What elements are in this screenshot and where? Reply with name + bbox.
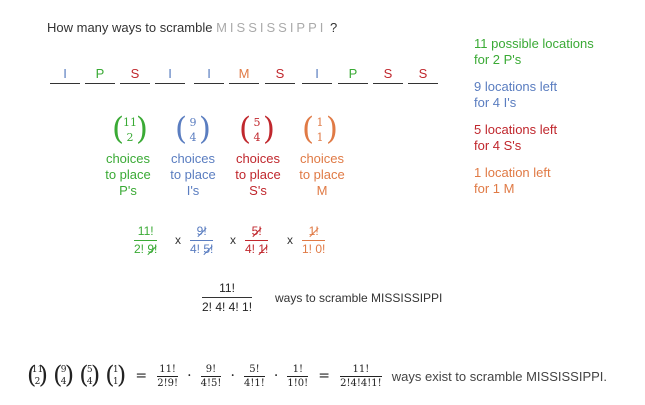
caption-s: choices to place S's — [235, 151, 281, 198]
result-fraction: 11! 2! 4! 4! 1! — [202, 281, 253, 314]
slot-letter: I — [315, 66, 319, 81]
equation-binomial: () 9 4 — [53, 361, 75, 389]
slot-letter: M — [238, 66, 250, 81]
binomial-n: 9 — [189, 116, 197, 129]
equals-sign: = — [135, 368, 148, 384]
summary-equation: () 11 2 () 9 4 () 5 4 () 1 1 = 11! 2!9! · 9! 4!5! … — [27, 361, 608, 392]
equation-fraction: 1! 1!0! — [287, 363, 309, 389]
letter-slot: M — [229, 66, 259, 84]
equation-fraction: 9! 4!5! — [200, 363, 222, 389]
question-prefix: How many ways to scramble — [47, 20, 213, 35]
binomial-k: 4 — [189, 131, 197, 144]
slot-letter: S — [275, 66, 285, 81]
slot-letter: I — [207, 66, 211, 81]
cancelled-factor: 9! — [147, 242, 158, 256]
binomial-k: 2 — [126, 131, 134, 144]
cancelled-factor: 9! — [196, 224, 207, 238]
caption-p: choices to place P's — [105, 151, 151, 198]
letter-slot: I — [50, 66, 80, 84]
note-p-locations: 11 possible locations for 2 P's — [474, 36, 594, 67]
binomial-n: 5 — [253, 116, 261, 129]
result-numerator: 11! — [219, 281, 235, 295]
equation-text: ways exist to scramble MISSISSIPPI. — [391, 368, 608, 384]
binomial-k: 1 — [316, 131, 324, 144]
cancelled-factor: 1! — [308, 224, 319, 238]
times-sign: x — [230, 233, 236, 247]
letter-slot: S — [408, 66, 438, 84]
question-suffix: ? — [330, 20, 338, 35]
letter-slot: I — [194, 66, 224, 84]
fraction-i: 9! 4! 5! — [190, 224, 214, 257]
slot-letter: P — [95, 66, 105, 81]
fraction-s: 5! 4! 1! — [245, 224, 269, 257]
dot-operator: · — [230, 368, 235, 384]
equation-binomial: () 1 1 — [105, 361, 127, 389]
equation-binomial: () 5 4 — [79, 361, 101, 389]
times-sign: x — [175, 233, 181, 247]
cancelled-factor: 5! — [203, 242, 214, 256]
note-s-locations: 5 locations left for 4 S's — [474, 122, 558, 153]
fraction-p: 11! 2! 9! — [134, 224, 158, 257]
equation-final-fraction: 11! 2!4!4!1! — [340, 363, 382, 389]
binomial-p: () 11 2 — [112, 111, 148, 147]
slot-letter: I — [63, 66, 67, 81]
cancelled-factor: 1! — [258, 242, 269, 256]
caption-i: choices to place I's — [170, 151, 216, 198]
fraction-denominator: 4! — [190, 242, 204, 256]
equation-fraction: 11! 2!9! — [157, 363, 178, 389]
fraction-numerator: 11! — [137, 224, 154, 238]
equation-fraction: 5! 4!1! — [244, 363, 265, 389]
dot-operator: · — [273, 368, 279, 384]
equation-binomial: () 11 2 — [27, 361, 48, 389]
fraction-denominator: 1! 0! — [302, 242, 326, 256]
binomial-k: 4 — [253, 131, 261, 144]
binomial-m: () 1 1 — [302, 111, 338, 147]
slot-letter: S — [418, 66, 428, 81]
fraction-denominator: 2! — [134, 242, 148, 256]
fraction-m: 1! 1! 0! — [302, 224, 326, 257]
question-word: MISSISSIPPI — [216, 20, 327, 35]
slot-letter: S — [130, 66, 140, 81]
letter-slot: S — [120, 66, 150, 84]
dot-operator: · — [187, 368, 192, 384]
caption-m: choices to place M — [299, 151, 345, 198]
times-sign: x — [287, 233, 293, 247]
letter-slot: S — [265, 66, 295, 84]
letter-slot: P — [338, 66, 368, 84]
result-denominator: 2! 4! 4! 1! — [202, 300, 253, 314]
fraction-denominator: 4! — [245, 242, 259, 256]
slot-letter: P — [348, 66, 358, 81]
question-heading: How many ways to scramble MISSISSIPPI ? — [47, 20, 337, 35]
binomial-n: 1 — [316, 116, 324, 129]
binomial-i: () 9 4 — [175, 111, 211, 147]
binomial-s: () 5 4 — [239, 111, 275, 147]
equals-sign: = — [318, 368, 331, 384]
slot-letter: S — [383, 66, 393, 81]
note-i-locations: 9 locations left for 4 I's — [474, 79, 558, 110]
letter-slot: I — [155, 66, 185, 84]
result-label: ways to scramble MISSISSIPPI — [275, 291, 443, 305]
slot-letter: I — [168, 66, 172, 81]
cancelled-factor: 5! — [251, 224, 262, 238]
letter-slot: P — [85, 66, 115, 84]
note-m-locations: 1 location left for 1 M — [474, 165, 551, 196]
binomial-n: 11 — [123, 116, 137, 129]
letter-slot: I — [302, 66, 332, 84]
letter-slot: S — [373, 66, 403, 84]
